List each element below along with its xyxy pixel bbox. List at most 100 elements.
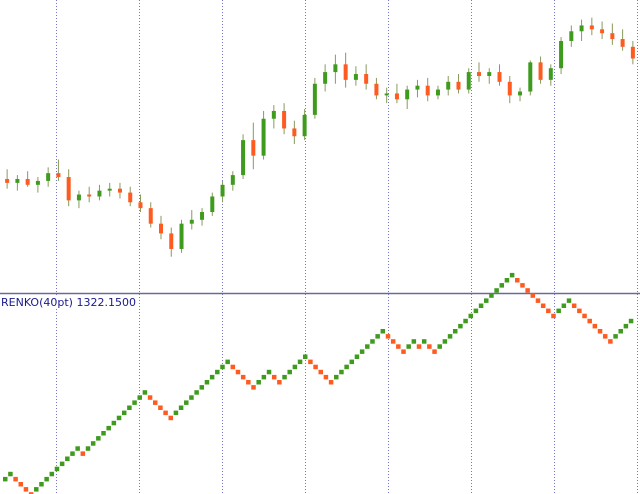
renko-brick-up bbox=[59, 461, 65, 467]
candle-body bbox=[282, 110, 287, 129]
renko-brick-down bbox=[525, 288, 530, 293]
renko-brick-up bbox=[437, 344, 442, 349]
candle-body bbox=[579, 25, 584, 32]
candle bbox=[35, 177, 40, 193]
candle-body bbox=[169, 233, 174, 249]
candle-body bbox=[323, 72, 328, 84]
candle-body bbox=[261, 118, 266, 156]
renko-brick-up bbox=[287, 369, 292, 375]
candle-body bbox=[76, 194, 81, 201]
candle-body bbox=[487, 72, 492, 76]
candle-body bbox=[220, 184, 225, 197]
renko-brick-up bbox=[297, 359, 303, 365]
renko-brick-up bbox=[339, 369, 344, 375]
candle bbox=[15, 175, 20, 191]
candle bbox=[46, 167, 51, 187]
renko-brick-up bbox=[618, 329, 623, 334]
renko-brick-down bbox=[535, 298, 541, 303]
candle-body bbox=[333, 64, 338, 73]
renko-brick-up bbox=[442, 339, 448, 344]
candle-body bbox=[66, 177, 71, 201]
renko-brick-down bbox=[18, 482, 24, 487]
candle bbox=[456, 74, 461, 94]
candle bbox=[148, 202, 153, 228]
candle-body bbox=[312, 83, 317, 115]
candle-body bbox=[466, 72, 471, 90]
candle-body bbox=[343, 64, 348, 80]
candle bbox=[343, 52, 348, 88]
renko-brick-up bbox=[458, 323, 463, 329]
renko-brick-down bbox=[318, 369, 323, 375]
candle bbox=[159, 215, 163, 240]
renko-brick-up bbox=[344, 364, 349, 370]
candle bbox=[5, 169, 10, 189]
renko-brick-up bbox=[215, 369, 220, 375]
renko-brick-down bbox=[602, 334, 608, 339]
renko-brick-up bbox=[463, 318, 468, 324]
candle-body bbox=[292, 128, 297, 137]
candle-body bbox=[435, 89, 440, 96]
candle bbox=[446, 75, 451, 96]
renko-brick-down bbox=[313, 364, 318, 370]
candle-body bbox=[559, 40, 564, 69]
candle bbox=[323, 64, 328, 92]
renko-brick-down bbox=[592, 323, 598, 329]
candle bbox=[548, 64, 553, 86]
renko-brick-up bbox=[3, 476, 8, 482]
candle bbox=[405, 85, 410, 110]
candle bbox=[25, 171, 30, 187]
renko-brick-down bbox=[23, 487, 29, 492]
candle-body bbox=[241, 140, 246, 176]
candle bbox=[353, 66, 358, 86]
renko-brick-up bbox=[484, 298, 489, 303]
renko-brick-down bbox=[427, 344, 432, 349]
renko-brick-up bbox=[292, 364, 298, 370]
candle bbox=[128, 186, 133, 207]
renko-brick-down bbox=[385, 334, 391, 339]
candle-body bbox=[600, 29, 605, 34]
renko-brick-up bbox=[380, 329, 386, 334]
renko-brick-down bbox=[571, 303, 577, 308]
renko-brick-down bbox=[582, 313, 587, 319]
renko-brick-down bbox=[390, 339, 396, 344]
candle bbox=[138, 194, 143, 213]
candle bbox=[271, 105, 276, 129]
candle-body bbox=[518, 91, 523, 96]
renko-brick-up bbox=[194, 390, 199, 395]
candle-body bbox=[507, 81, 512, 96]
candle bbox=[425, 77, 430, 102]
renko-brick-up bbox=[499, 283, 505, 288]
candle bbox=[538, 56, 543, 84]
renko-brick-down bbox=[230, 364, 236, 370]
renko-brick-up bbox=[334, 374, 339, 380]
renko-brick-up bbox=[96, 436, 101, 441]
renko-brick-up bbox=[473, 308, 479, 314]
renko-brick-down bbox=[240, 374, 246, 380]
candle-body bbox=[477, 72, 481, 76]
vertical-gridlines bbox=[56, 0, 638, 494]
renko-brick-down bbox=[158, 405, 163, 410]
renko-brick-down bbox=[587, 318, 592, 324]
renko-brick-up bbox=[411, 339, 417, 344]
candle bbox=[477, 62, 481, 82]
candle bbox=[117, 182, 122, 199]
candle bbox=[97, 184, 102, 201]
renko-brick-down bbox=[540, 303, 546, 308]
candle-body bbox=[630, 46, 635, 59]
candle-body bbox=[15, 178, 20, 183]
indicator-name: RENKO(40pt) bbox=[1, 296, 73, 309]
renko-brick-up bbox=[199, 385, 205, 390]
renko-brick-up bbox=[44, 476, 49, 482]
candle-body bbox=[117, 188, 122, 193]
renko-brick-up bbox=[90, 441, 96, 446]
candle-body bbox=[138, 202, 143, 209]
candle-body bbox=[538, 62, 543, 80]
renko-brick-down bbox=[530, 293, 536, 298]
candle bbox=[559, 37, 564, 75]
renko-brick-up bbox=[282, 374, 287, 380]
renko-brick-up bbox=[504, 278, 510, 283]
candle bbox=[415, 79, 420, 98]
candle bbox=[630, 40, 635, 65]
candle-body bbox=[230, 175, 235, 185]
